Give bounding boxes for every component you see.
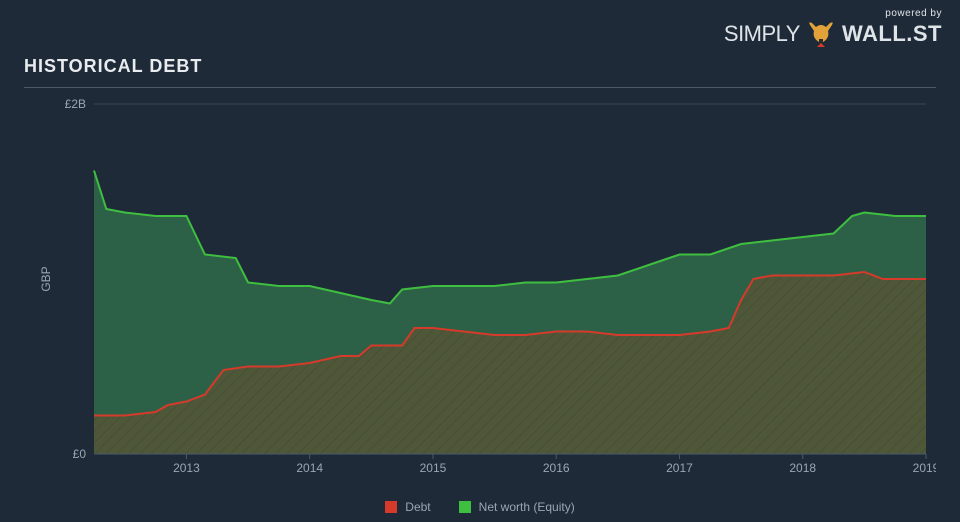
svg-text:2015: 2015 xyxy=(420,461,447,475)
svg-text:£2B: £2B xyxy=(65,97,86,111)
branding-block: powered by SIMPLY WALL.ST xyxy=(724,8,942,49)
historical-debt-chart: £0 £2B GBP 2013 2014 2015 2016 2017 2018 2019 xyxy=(24,94,936,494)
legend-swatch-equity xyxy=(459,501,471,513)
brand-line: SIMPLY WALL.ST xyxy=(724,19,942,49)
svg-text:2018: 2018 xyxy=(789,461,816,475)
legend-swatch-debt xyxy=(385,501,397,513)
chart-title: HISTORICAL DEBT xyxy=(24,56,936,77)
svg-text:2013: 2013 xyxy=(173,461,200,475)
chart-svg: £0 £2B GBP 2013 2014 2015 2016 2017 2018 2019 xyxy=(24,94,936,494)
legend-item-equity: Net worth (Equity) xyxy=(459,500,575,514)
brand-wallst: WALL.ST xyxy=(842,21,942,47)
legend-label-equity: Net worth (Equity) xyxy=(479,500,575,514)
title-rule xyxy=(24,87,936,88)
chart-legend: Debt Net worth (Equity) xyxy=(0,500,960,514)
svg-text:GBP: GBP xyxy=(39,266,53,291)
legend-label-debt: Debt xyxy=(405,500,430,514)
title-block: HISTORICAL DEBT xyxy=(24,56,936,88)
svg-text:2019: 2019 xyxy=(913,461,936,475)
powered-by-text: powered by xyxy=(724,8,942,19)
brand-simply: SIMPLY xyxy=(724,21,800,47)
svg-text:2017: 2017 xyxy=(666,461,693,475)
bull-icon xyxy=(806,19,836,49)
svg-text:£0: £0 xyxy=(73,447,87,461)
svg-text:2016: 2016 xyxy=(543,461,570,475)
svg-text:2014: 2014 xyxy=(296,461,323,475)
legend-item-debt: Debt xyxy=(385,500,430,514)
